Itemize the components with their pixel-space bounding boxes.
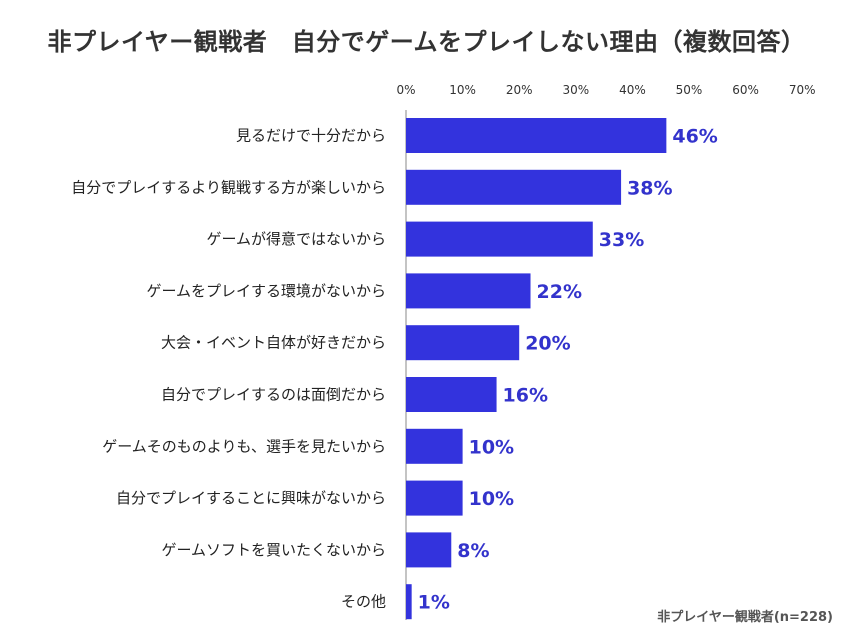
category-label: ゲームそのものよりも、選手を見たいから: [102, 437, 386, 455]
category-label: 大会・イベント自体が好きだから: [161, 334, 386, 352]
data-label: 46%: [672, 126, 717, 148]
bar: [406, 169, 622, 205]
category-label: 自分でプレイするのは面倒だから: [161, 386, 386, 404]
bars: [406, 118, 667, 620]
bar: [406, 377, 497, 412]
bar: [406, 325, 520, 361]
category-label: その他: [341, 593, 386, 611]
bar: [406, 118, 667, 153]
data-label: 1%: [418, 592, 450, 614]
sample-note: 非プレイヤー観戦者(n=228): [657, 610, 833, 625]
bar: [406, 221, 593, 257]
bar: [406, 273, 531, 309]
category-label: ゲームをプレイする環境がないから: [146, 282, 386, 300]
x-tick-label: 50%: [676, 83, 703, 97]
data-labels: 46% 38% 33% 22% 20% 16% 10% 10% 8% 1%: [418, 126, 718, 614]
bar: [406, 584, 412, 620]
category-label: 見るだけで十分だから: [236, 127, 386, 145]
x-tick-label: 0%: [396, 83, 415, 97]
category-label: 自分でプレイするより観戦する方が楽しいから: [71, 178, 386, 196]
x-tick-label: 40%: [619, 83, 646, 97]
data-label: 20%: [525, 333, 570, 355]
x-tick-label: 10%: [449, 83, 476, 97]
x-tick-label: 20%: [506, 83, 533, 97]
data-label: 33%: [599, 229, 644, 251]
category-label: ゲームが得意ではないから: [206, 230, 386, 248]
data-label: 22%: [537, 281, 582, 303]
category-label: 自分でプレイすることに興味がないから: [116, 489, 386, 507]
data-label: 10%: [469, 436, 514, 458]
bar: [406, 480, 463, 516]
data-label: 38%: [627, 177, 672, 199]
x-tick-label: 60%: [732, 83, 759, 97]
bar: [406, 428, 463, 464]
x-tick-label: 30%: [562, 83, 589, 97]
data-label: 10%: [469, 488, 514, 510]
bar: [406, 532, 452, 568]
data-label: 8%: [457, 540, 489, 562]
x-axis-ticks: 0% 10% 20% 30% 40% 50% 60% 70%: [396, 83, 815, 97]
category-labels: 見るだけで十分だから自分でプレイするより観戦する方が楽しいからゲームが得意ではな…: [71, 127, 386, 611]
chart-title: 非プレイヤー観戦者 自分でゲームをプレイしない理由（複数回答）: [47, 28, 806, 56]
category-label: ゲームソフトを買いたくないから: [161, 541, 386, 559]
data-label: 16%: [503, 385, 548, 407]
x-tick-label: 70%: [789, 83, 816, 97]
